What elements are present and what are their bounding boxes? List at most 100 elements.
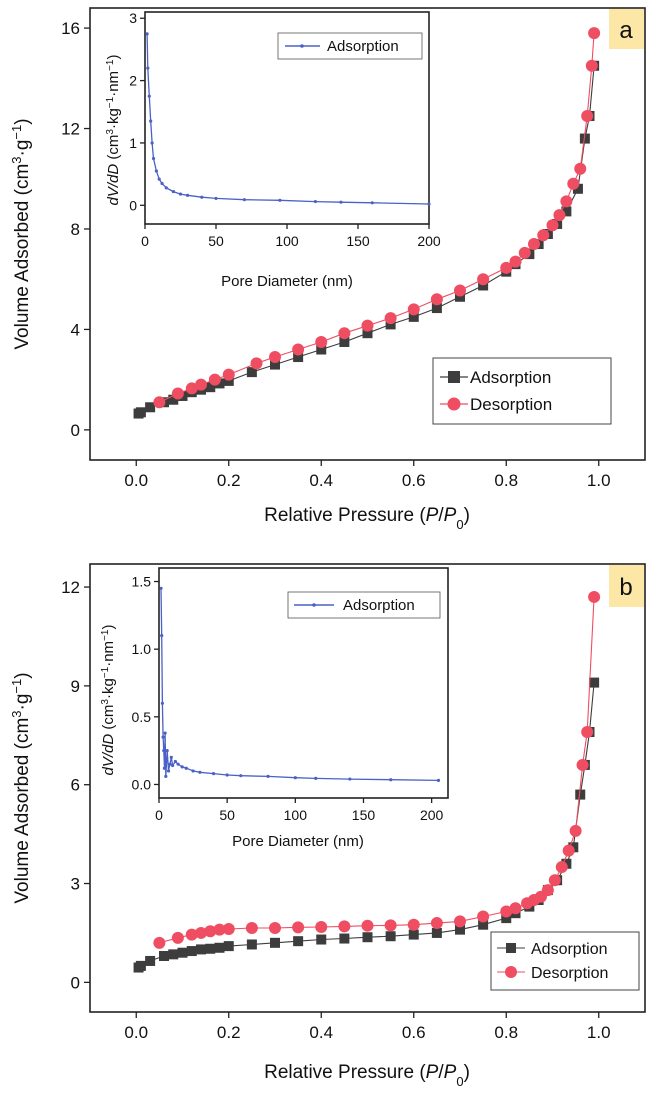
panel-a-adsorption-point [561, 206, 572, 217]
panel-a-inset-point [146, 66, 150, 70]
panel-a-xtick-label: 0.4 [309, 471, 333, 490]
panel-b-desorption-line [159, 596, 595, 944]
panel-b-legend-adsorption-label: Adsorption [531, 941, 608, 958]
panel-b-inset-legend-marker [312, 603, 316, 607]
panel-b-adsorption-point [455, 924, 465, 935]
panel-a-desorption-point [574, 162, 587, 175]
panel-a-desorption-point [361, 319, 374, 332]
panel-a-desorption-point [585, 59, 598, 72]
panel-b-desorption-point [222, 922, 235, 935]
panel-a-adsorption-point [339, 336, 350, 347]
panel-b-adsorption-point [246, 939, 257, 950]
panel-b-adsorption-point [316, 934, 327, 945]
panel-b-inset-point [160, 701, 165, 705]
panel-a-inset-series [145, 32, 431, 206]
panel-b-inset-point [160, 634, 164, 638]
panel-b-desorption-point [569, 824, 582, 837]
panel-b-adsorption-point [205, 943, 216, 954]
panel-a-desorption-point [250, 357, 263, 370]
panel-b-inset-point [161, 735, 165, 739]
panel-a-inset-point [149, 119, 153, 123]
panel-a-xtick-label: 0.8 [494, 471, 518, 490]
panel-a-adsorption-point [223, 375, 234, 386]
panel-a-inset-point [147, 94, 151, 98]
panel-b-desorption-point [407, 918, 420, 931]
panel-b-desorption-point [213, 923, 226, 936]
panel-a-desorption-point [222, 368, 235, 381]
panel-b-inset-point [162, 749, 166, 753]
panel-b-desorption-point [245, 922, 258, 934]
panel-b-inset-ytick-label: 1.0 [132, 641, 152, 657]
panel-b-inset-ytick-label: 1.5 [132, 574, 152, 590]
panel-a-inset: 0 50 100 150 200 0 1 2 3 Adsorption Pore Diamete… [105, 10, 441, 290]
panel-b-inset-point [159, 586, 163, 590]
panel-a-label-box [609, 9, 644, 49]
panel-a-inset-point [278, 198, 282, 202]
panel-b-desorption-point [500, 905, 513, 918]
panel-a-desorption-point [567, 177, 580, 190]
panel-b-inset-point [173, 759, 177, 764]
panel-a-ylabel: Volume Adsorbed (cm3·g−1) [9, 118, 34, 349]
panel-b-adsorption-point [145, 955, 156, 966]
panel-b-inset-point [436, 778, 441, 783]
panel-b-adsorption-point [575, 789, 586, 800]
panel-a-inset-point [186, 193, 190, 197]
panel-b-inset-point [176, 762, 180, 766]
panel-a-adsorption-point [270, 359, 280, 370]
panel-b-legend-adsorption-marker [506, 943, 516, 953]
panel-b-ticks: 0.0 0.2 0.4 0.6 0.8 1.0 0 3 6 9 12 [61, 578, 610, 1042]
panel-b-adsorption-point [293, 936, 304, 947]
panel-a-desorption-point [208, 373, 221, 386]
panel-b-inset-legend-label: Adsorption [343, 597, 415, 614]
panel-b-inset-point [314, 776, 318, 780]
panel-b-inset-point [198, 770, 202, 774]
panel-a-legend-desorption-marker [447, 397, 461, 411]
panel-b-desorption-point [195, 926, 207, 939]
panel-a-desorption-point [560, 195, 573, 208]
panel-b-inset-point [168, 762, 172, 766]
panel-b-inset-ticks: 0 50 100 150 200 0.0 0.5 1.0 1.5 [132, 574, 444, 823]
panel-a-desorption-point [407, 303, 420, 316]
panel-a-adsorption-point [316, 344, 327, 355]
panel-a-inset-point [171, 189, 175, 194]
panel-a-inset-point [200, 195, 204, 199]
panel-a-inset-xtick-label: 200 [417, 233, 441, 249]
panel-a-inset-xlabel: Pore Diameter (nm) [221, 273, 353, 290]
panel-b-inset-ylabel: dV/dD (cm3·kg−1·nm−1) [100, 625, 118, 776]
panel-b-xtick-label: 0.0 [124, 1023, 148, 1042]
panel-a-desorption-line [159, 33, 595, 403]
panel-b-legend-desorption-label: Desorption [531, 965, 608, 982]
panel-b-desorption-point [292, 921, 305, 934]
panel-a-inset-point [151, 156, 156, 161]
panel-b-adsorption-point [408, 929, 419, 940]
panel-a-xlabel: Relative Pressure (P/P0) [264, 505, 470, 532]
panel-a-desorption-point [454, 284, 466, 297]
panel-a-desorption-point [537, 229, 550, 242]
panel-b-inset-point [166, 769, 171, 773]
panel-b-adsorption-point [501, 913, 512, 924]
panel-a-ytick-label: 4 [71, 320, 80, 339]
panel-a-adsorption-point [455, 291, 465, 302]
panel-b-inset-legend: Adsorption [287, 591, 441, 619]
panel-b-inset-point [225, 773, 229, 777]
panel-a-adsorption-point [362, 328, 373, 339]
panel-b-desorption-point [315, 921, 328, 934]
panel-b-adsorption-point [214, 942, 225, 953]
panel-a-inset-xtick-label: 0 [141, 233, 149, 249]
panel-a-xtick-label: 0.2 [217, 471, 241, 490]
panel-a-adsorption-point [145, 402, 156, 413]
panel-b-desorption-point [588, 590, 601, 603]
panel-b-desorption-point [384, 919, 397, 932]
panel-a-xtick-label: 0.6 [402, 471, 426, 490]
panel-a-adsorption-point [168, 394, 179, 405]
panel-a-adsorption-point [579, 133, 590, 144]
panel-a-desorption-point [185, 382, 198, 395]
panel-b-inset-point [162, 766, 167, 770]
panel-b-ytick-label: 6 [71, 776, 80, 795]
panel-b-desorption-point [555, 861, 568, 874]
panel-a-desorption-point [195, 378, 207, 391]
panel-b: 0.0 0.2 0.4 0.6 0.8 1.0 0 3 6 9 12 b Relative Pres… [9, 563, 646, 1089]
panel-b-inset-line [160, 588, 439, 782]
